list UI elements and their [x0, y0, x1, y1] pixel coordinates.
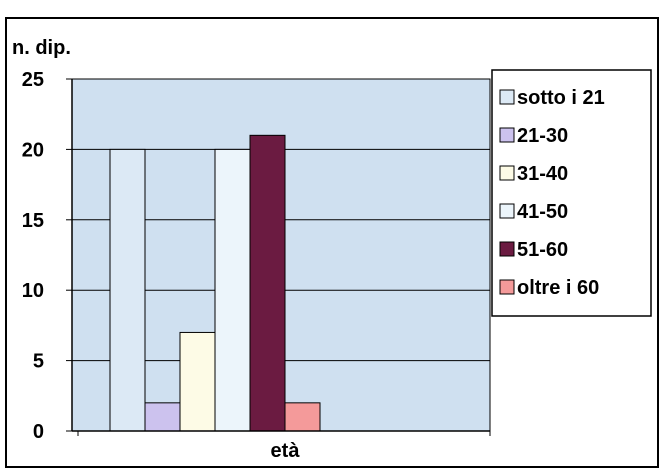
y-tick-label: 10	[22, 280, 44, 302]
legend-label: 51-60	[517, 239, 568, 261]
x-axis-label: età	[271, 440, 301, 462]
bar-41-50	[214, 148, 251, 432]
legend-swatch	[499, 165, 515, 181]
bar-31-40	[179, 331, 216, 432]
y-tick-label: 5	[33, 351, 44, 373]
bar-21-30	[144, 402, 181, 432]
legend-label: 41-50	[517, 201, 568, 223]
legend-swatch	[499, 279, 515, 295]
bar-oltre-i-60	[284, 402, 321, 432]
legend-label: 21-30	[517, 125, 568, 147]
legend-label: sotto i 21	[517, 87, 605, 109]
y-tick-label: 25	[22, 69, 44, 91]
bar-51-60	[249, 134, 286, 432]
bar-sotto-i-21	[109, 148, 146, 432]
legend-label: 31-40	[517, 163, 568, 185]
legend-swatch	[499, 241, 515, 257]
legend-swatch	[499, 127, 515, 143]
legend: sotto i 21 21-30 31-40 41-50 51-60 oltre i 60	[499, 87, 605, 299]
y-tick-labels: 0 5 10 15 20 25	[22, 69, 44, 443]
legend-swatch	[499, 89, 515, 105]
y-tick-label: 15	[22, 210, 44, 232]
legend-label: oltre i 60	[517, 277, 599, 299]
y-tick-label: 0	[33, 421, 44, 443]
legend-box	[491, 69, 652, 317]
y-tick-label: 20	[22, 139, 44, 161]
y-axis-label: n. dip.	[12, 37, 71, 59]
legend-swatch	[499, 203, 515, 219]
bars	[109, 134, 321, 432]
